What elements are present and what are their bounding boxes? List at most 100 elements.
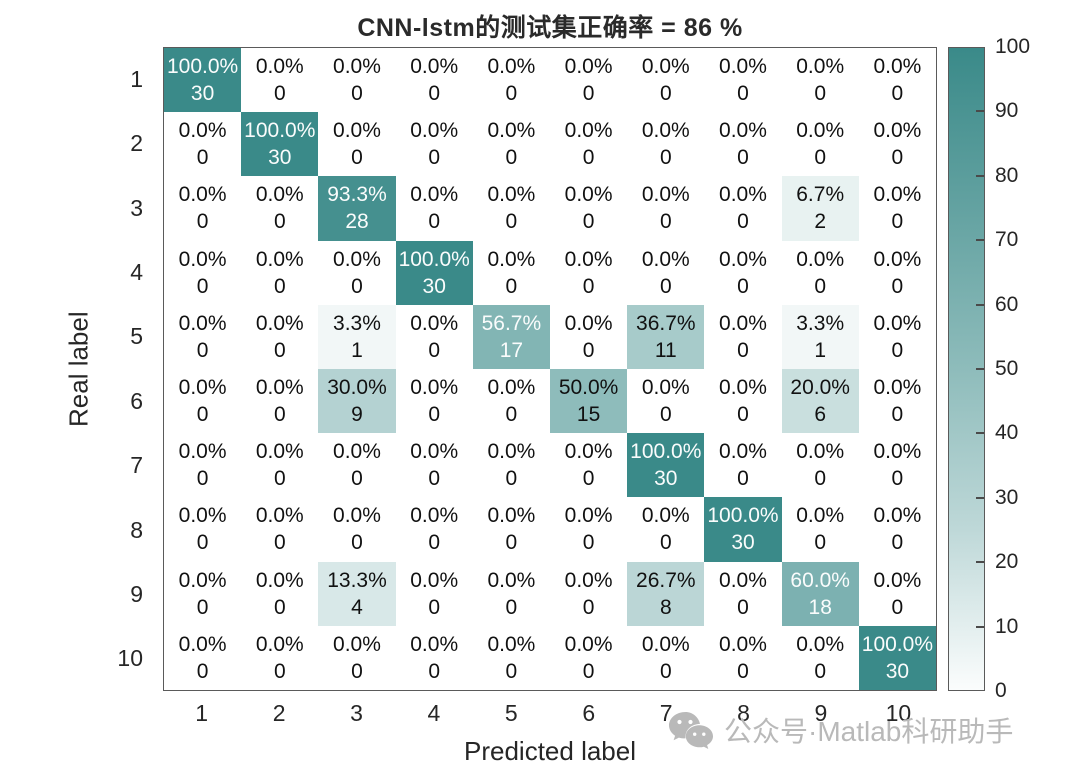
cell-count: 0	[582, 146, 595, 170]
y-tick-label: 9	[130, 580, 143, 607]
matrix-cell: 0.0% 0	[781, 112, 859, 177]
matrix-cell: 0.0% 0	[627, 112, 705, 177]
cell-count: 0	[273, 403, 286, 427]
cell-percent: 20.0%	[790, 376, 850, 400]
cell-percent: 0.0%	[410, 119, 459, 143]
cell-percent: 0.0%	[796, 119, 845, 143]
matrix-cell: 20.0% 6	[781, 368, 859, 434]
cell-percent: 0.0%	[719, 632, 767, 656]
matrix-cell: 0.0% 0	[395, 497, 473, 562]
x-axis-ticks: 1 2 3 4 5 6 7 8 9 10	[163, 700, 937, 732]
matrix-cell: 3.3% 1	[318, 304, 396, 369]
cell-count: 0	[428, 146, 441, 170]
colorbar-tick-label: 90	[995, 99, 1019, 123]
wechat-icon	[668, 710, 714, 750]
cell-percent: 6.7%	[796, 183, 845, 207]
matrix-cell: 0.0% 0	[858, 497, 936, 562]
cell-count: 0	[582, 531, 595, 555]
matrix-cell: 0.0% 0	[627, 368, 705, 434]
matrix-cell: 0.0% 0	[781, 497, 859, 562]
matrix-cell: 0.0% 0	[858, 561, 936, 626]
matrix-cell: 0.0% 0	[241, 625, 319, 690]
matrix-cell: 0.0% 0	[781, 433, 859, 498]
matrix-cell: 0.0% 0	[164, 176, 242, 241]
cell-count: 0	[659, 659, 672, 683]
cell-percent: 0.0%	[178, 311, 227, 335]
matrix-cell: 0.0% 0	[781, 48, 859, 113]
matrix-cell: 0.0% 0	[164, 433, 242, 498]
matrix-cell: 36.7% 11	[627, 304, 705, 369]
matrix-cell: 50.0% 15	[549, 368, 628, 434]
cell-count: 0	[196, 338, 209, 362]
cell-percent: 0.0%	[564, 183, 613, 207]
cell-percent: 56.7%	[481, 311, 542, 335]
matrix-cell: 0.0% 0	[781, 240, 859, 305]
matrix-cell: 0.0% 0	[318, 240, 396, 305]
cell-percent: 0.0%	[873, 55, 922, 79]
matrix-cell: 0.0% 0	[858, 176, 936, 241]
cell-percent: 0.0%	[178, 568, 227, 592]
cell-count: 0	[273, 274, 286, 298]
cell-count: 0	[351, 467, 363, 491]
cell-count: 0	[891, 467, 904, 491]
cell-count: 28	[345, 210, 369, 234]
cell-percent: 0.0%	[641, 632, 690, 656]
matrix-cell: 0.0% 0	[627, 48, 705, 113]
cell-count: 0	[582, 338, 595, 362]
matrix-cell: 0.0% 0	[164, 112, 242, 177]
cell-count: 30	[731, 531, 755, 555]
cell-count: 0	[273, 210, 286, 234]
cell-count: 0	[814, 659, 827, 683]
matrix-cell: 0.0% 0	[395, 368, 473, 434]
matrix-cell: 13.3% 4	[318, 561, 396, 626]
cell-percent: 0.0%	[873, 119, 922, 143]
matrix-cell: 0.0% 0	[704, 48, 782, 113]
x-tick-label: 1	[195, 700, 209, 726]
matrix-cell: 0.0% 0	[241, 368, 319, 434]
colorbar-tick-label: 20	[995, 550, 1019, 574]
cell-percent: 60.0%	[790, 568, 850, 592]
cell-percent: 0.0%	[796, 504, 845, 528]
cell-count: 6	[814, 403, 827, 427]
matrix-cell: 0.0% 0	[627, 625, 705, 690]
cell-percent: 0.0%	[564, 55, 613, 79]
matrix-cell: 30.0% 9	[318, 368, 396, 434]
cell-count: 0	[351, 82, 363, 106]
cell-percent: 0.0%	[719, 440, 767, 464]
cell-percent: 0.0%	[487, 376, 536, 400]
cell-count: 0	[351, 274, 363, 298]
matrix-cell: 0.0% 0	[704, 433, 782, 498]
cell-count: 0	[582, 595, 595, 619]
cell-percent: 0.0%	[255, 504, 304, 528]
cell-percent: 0.0%	[873, 568, 922, 592]
cell-percent: 0.0%	[333, 119, 381, 143]
cell-percent: 0.0%	[255, 632, 304, 656]
x-axis-label: Predicted label	[464, 736, 636, 766]
cell-count: 8	[659, 595, 672, 619]
matrix-cell: 0.0% 0	[627, 497, 705, 562]
cell-count: 0	[505, 274, 518, 298]
matrix-cell: 0.0% 0	[704, 561, 782, 626]
colorbar-tick	[976, 368, 984, 370]
matrix-cell: 0.0% 0	[627, 176, 705, 241]
colorbar-tick	[976, 239, 984, 242]
matrix-cell: 0.0% 0	[241, 304, 319, 369]
x-tick-label: 4	[427, 700, 441, 726]
cell-count: 1	[814, 338, 827, 362]
cell-percent: 100.0%	[630, 440, 702, 464]
matrix-cell: 0.0% 0	[241, 48, 319, 113]
cell-count: 30	[190, 82, 215, 106]
cell-percent: 26.7%	[636, 568, 696, 592]
matrix-cell: 0.0% 0	[164, 240, 242, 305]
cell-percent: 0.0%	[641, 183, 690, 207]
cell-percent: 100.0%	[244, 119, 316, 143]
cell-count: 0	[582, 210, 595, 234]
y-tick-label: 6	[130, 387, 143, 414]
matrix-cell: 0.0% 0	[858, 240, 936, 305]
cell-count: 0	[428, 467, 441, 491]
matrix-cell: 0.0% 0	[704, 625, 782, 690]
cell-percent: 100.0%	[166, 55, 239, 79]
cell-count: 0	[428, 338, 441, 362]
cell-count: 0	[505, 659, 518, 683]
matrix-cell: 0.0% 0	[549, 176, 628, 241]
